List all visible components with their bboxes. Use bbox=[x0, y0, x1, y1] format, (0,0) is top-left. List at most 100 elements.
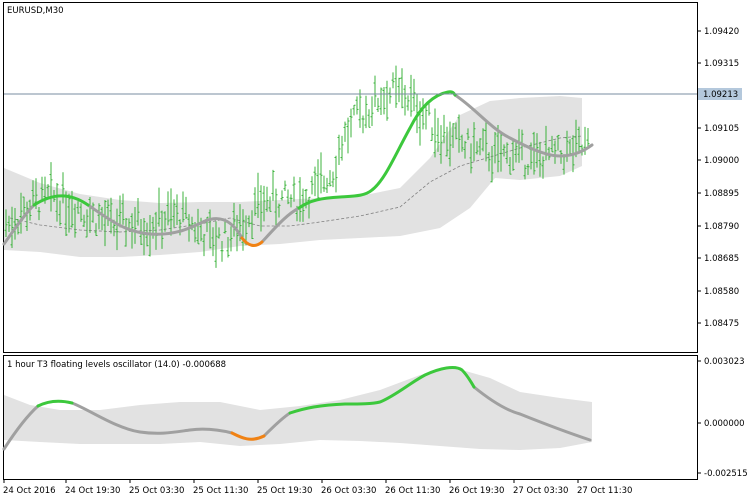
time-tick: 26 Oct 03:30 bbox=[321, 479, 376, 496]
price-bar bbox=[184, 196, 188, 219]
price-bar bbox=[7, 215, 11, 232]
price-bar bbox=[79, 203, 83, 222]
price-bar bbox=[268, 196, 272, 212]
price-bar bbox=[439, 125, 443, 164]
price-bar bbox=[460, 134, 464, 152]
price-bar bbox=[490, 145, 494, 183]
price-bar bbox=[328, 170, 332, 187]
price-bar bbox=[22, 196, 26, 217]
price-bar bbox=[376, 97, 380, 112]
price-bar bbox=[274, 188, 278, 228]
price-bar bbox=[574, 119, 578, 158]
oscillator-tick: -0.002515 bbox=[697, 469, 748, 479]
price-tick-label: 1.09420 bbox=[704, 27, 739, 37]
price-bar bbox=[379, 87, 383, 116]
price-bar bbox=[436, 117, 440, 152]
price-tick-label: 1.09105 bbox=[704, 124, 739, 134]
oscillator-tick-label: -0.002515 bbox=[704, 469, 748, 479]
price-bar bbox=[553, 140, 557, 164]
price-bar bbox=[61, 172, 65, 204]
oscillator-tick: 0.003023 bbox=[697, 357, 745, 367]
price-bar bbox=[232, 202, 236, 237]
symbol-label: EURUSD,M30 bbox=[7, 6, 64, 16]
price-bar bbox=[454, 122, 458, 140]
price-bar bbox=[445, 126, 449, 157]
current-price-tag-label: 1.09213 bbox=[703, 90, 738, 100]
oscillator-line-up bbox=[36, 366, 476, 415]
price-bar bbox=[538, 141, 542, 177]
price-bar bbox=[277, 203, 281, 218]
price-tick-label: 1.08685 bbox=[704, 254, 739, 264]
time-tick: 27 Oct 11:30 bbox=[577, 479, 632, 496]
price-bar bbox=[76, 201, 80, 214]
price-bar bbox=[229, 226, 233, 252]
price-bar bbox=[478, 138, 482, 156]
t3-line bbox=[2, 90, 594, 247]
price-bar bbox=[421, 98, 425, 130]
price-bar bbox=[511, 140, 515, 171]
price-bar bbox=[64, 191, 68, 236]
price-tick: 1.09000 bbox=[697, 156, 739, 166]
price-bar bbox=[298, 177, 302, 222]
price-bar bbox=[355, 96, 359, 115]
price-bar bbox=[472, 122, 476, 162]
oscillator-line-neutral bbox=[2, 385, 592, 451]
price-bar bbox=[469, 143, 473, 174]
price-bar bbox=[106, 199, 110, 227]
price-tick: 1.08790 bbox=[697, 222, 739, 232]
price-bar bbox=[13, 208, 17, 240]
price-bar bbox=[406, 95, 410, 111]
price-bar bbox=[307, 196, 311, 219]
oscillator-tick-label: 0.003023 bbox=[704, 357, 745, 367]
oscillator-band-area bbox=[4, 368, 592, 450]
price-bar bbox=[505, 142, 509, 164]
price-bar bbox=[322, 175, 326, 192]
price-bar bbox=[346, 117, 350, 154]
price-bar bbox=[97, 203, 101, 230]
price-bar bbox=[283, 180, 287, 192]
price-bar bbox=[226, 237, 230, 258]
price-bar bbox=[286, 189, 290, 205]
price-bar bbox=[94, 223, 98, 237]
price-bar bbox=[4, 209, 8, 238]
time-tick: 24 Oct 19:30 bbox=[65, 479, 120, 496]
price-bar bbox=[451, 123, 455, 148]
time-tick-label: 27 Oct 03:30 bbox=[513, 486, 568, 496]
price-bar bbox=[493, 131, 497, 164]
main-chart-area[interactable] bbox=[3, 2, 698, 353]
time-tick: 26 Oct 19:30 bbox=[449, 479, 504, 496]
price-bar bbox=[448, 121, 452, 167]
price-bar bbox=[556, 134, 560, 151]
price-bar bbox=[487, 152, 491, 172]
time-tick: 25 Oct 11:30 bbox=[193, 479, 248, 496]
price-tick: 1.08475 bbox=[697, 319, 739, 329]
price-bar bbox=[310, 176, 314, 195]
price-bar bbox=[331, 171, 335, 188]
price-bar bbox=[430, 127, 434, 141]
t3-line-neutral bbox=[2, 93, 594, 246]
time-tick-label: 25 Oct 19:30 bbox=[257, 486, 312, 496]
price-bar bbox=[367, 109, 371, 128]
price-band-area bbox=[4, 96, 582, 257]
price-bar bbox=[163, 211, 167, 232]
price-bar bbox=[262, 185, 266, 222]
price-bar bbox=[394, 65, 398, 108]
price-bar bbox=[166, 191, 170, 226]
price-bar bbox=[385, 80, 389, 121]
time-tick: 25 Oct 03:30 bbox=[129, 479, 184, 496]
price-bar bbox=[442, 114, 446, 144]
price-bar bbox=[280, 190, 284, 201]
price-bar bbox=[412, 78, 416, 112]
price-tick-label: 1.08580 bbox=[704, 287, 739, 297]
price-bar bbox=[370, 96, 374, 126]
price-bar bbox=[208, 209, 212, 249]
price-bar bbox=[169, 188, 173, 236]
price-axis: 1.09420 1.09315 1.09105 1.09000 1.08895 … bbox=[697, 27, 742, 329]
price-bar bbox=[31, 180, 35, 207]
price-bar bbox=[202, 234, 206, 257]
price-bar bbox=[19, 192, 23, 234]
price-bar bbox=[160, 210, 164, 249]
price-bar bbox=[352, 104, 356, 116]
price-bar bbox=[400, 68, 404, 109]
